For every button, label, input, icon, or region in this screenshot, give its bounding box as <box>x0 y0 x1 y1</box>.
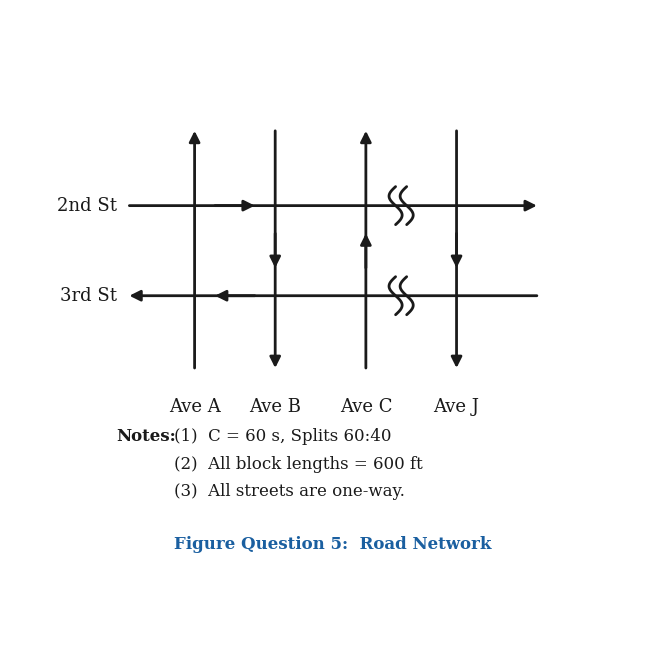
Text: Ave C: Ave C <box>339 398 392 416</box>
Text: Ave B: Ave B <box>249 398 301 416</box>
Text: 3rd St: 3rd St <box>60 287 116 305</box>
Text: Ave A: Ave A <box>169 398 220 416</box>
Text: Notes:: Notes: <box>116 428 176 445</box>
Text: (1)  C = 60 s, Splits 60:40: (1) C = 60 s, Splits 60:40 <box>174 428 392 445</box>
Text: (2)  All block lengths = 600 ft: (2) All block lengths = 600 ft <box>174 456 423 473</box>
Text: Figure Question 5:  Road Network: Figure Question 5: Road Network <box>174 536 492 554</box>
Text: (3)  All streets are one-way.: (3) All streets are one-way. <box>174 484 406 501</box>
Text: 2nd St: 2nd St <box>57 197 116 214</box>
Text: Ave J: Ave J <box>434 398 480 416</box>
